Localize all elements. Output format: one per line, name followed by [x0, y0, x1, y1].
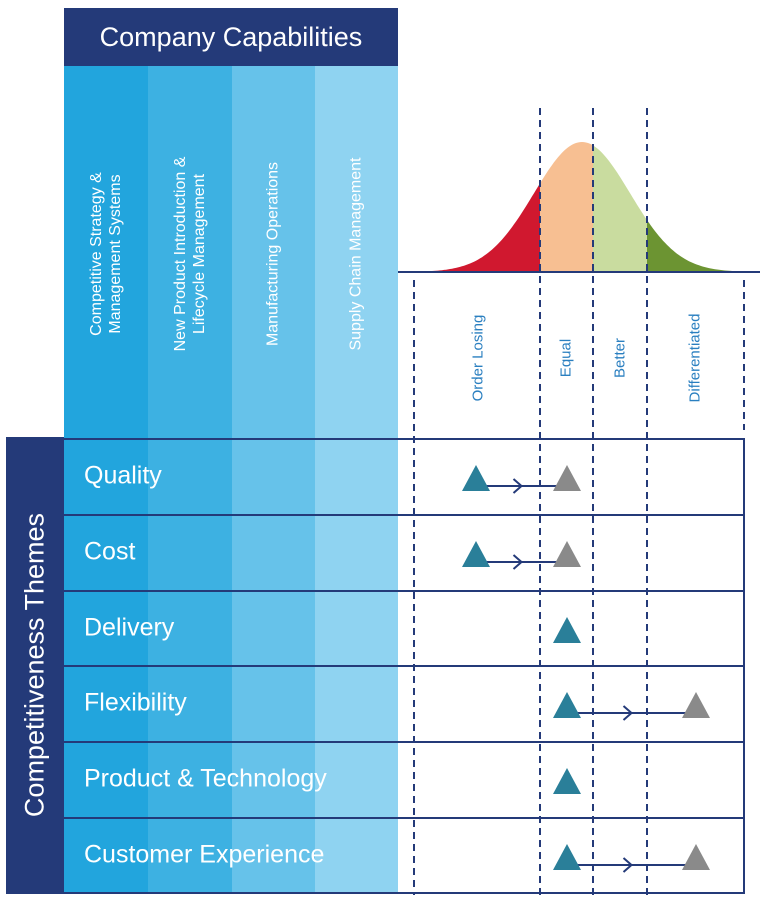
arrow-right-icon — [622, 705, 634, 721]
competitiveness-themes-panel — [6, 437, 64, 894]
row-label-quality: Quality — [84, 461, 162, 490]
target-triangle-icon — [553, 541, 581, 567]
arrow-right-icon — [512, 554, 524, 570]
curve-segment-better — [593, 145, 647, 272]
current-triangle-icon — [553, 768, 581, 794]
arrow-right-icon — [622, 857, 634, 873]
grid-line-right — [743, 438, 745, 894]
row-label-customer-experience: Customer Experience — [84, 840, 325, 869]
arrow-right-icon — [512, 478, 524, 494]
company-capabilities-header: Company Capabilities — [64, 8, 398, 66]
row-label-cost: Cost — [84, 537, 136, 566]
target-triangle-icon — [553, 465, 581, 491]
current-triangle-icon — [553, 692, 581, 718]
target-triangle-icon — [682, 844, 710, 870]
capability-column-0 — [64, 66, 148, 894]
grid-line-3 — [64, 665, 745, 667]
header-title: Company Capabilities — [99, 21, 363, 52]
row-label-product-technology: Product & Technology — [84, 764, 327, 793]
curve-segment-order-losing — [414, 183, 540, 272]
grid-line-2 — [64, 590, 745, 592]
row-label-flexibility: Flexibility — [84, 688, 187, 717]
current-triangle-icon — [462, 465, 490, 491]
capability-column-3 — [315, 66, 398, 894]
capability-column-2 — [232, 66, 315, 894]
current-triangle-icon — [553, 844, 581, 870]
grid-line-5 — [64, 817, 745, 819]
grid-line-1 — [64, 514, 745, 516]
grid-line-bottom — [64, 892, 745, 894]
row-label-delivery: Delivery — [84, 613, 175, 642]
target-triangle-icon — [682, 692, 710, 718]
rating-markers — [462, 465, 710, 873]
current-triangle-icon — [462, 541, 490, 567]
current-triangle-icon — [553, 617, 581, 643]
grid-line-top — [64, 438, 745, 440]
curve-segment-equal — [540, 142, 593, 272]
grid-line-4 — [64, 741, 745, 743]
capability-column-1 — [148, 66, 232, 894]
curve-segment-differentiated — [647, 220, 740, 272]
